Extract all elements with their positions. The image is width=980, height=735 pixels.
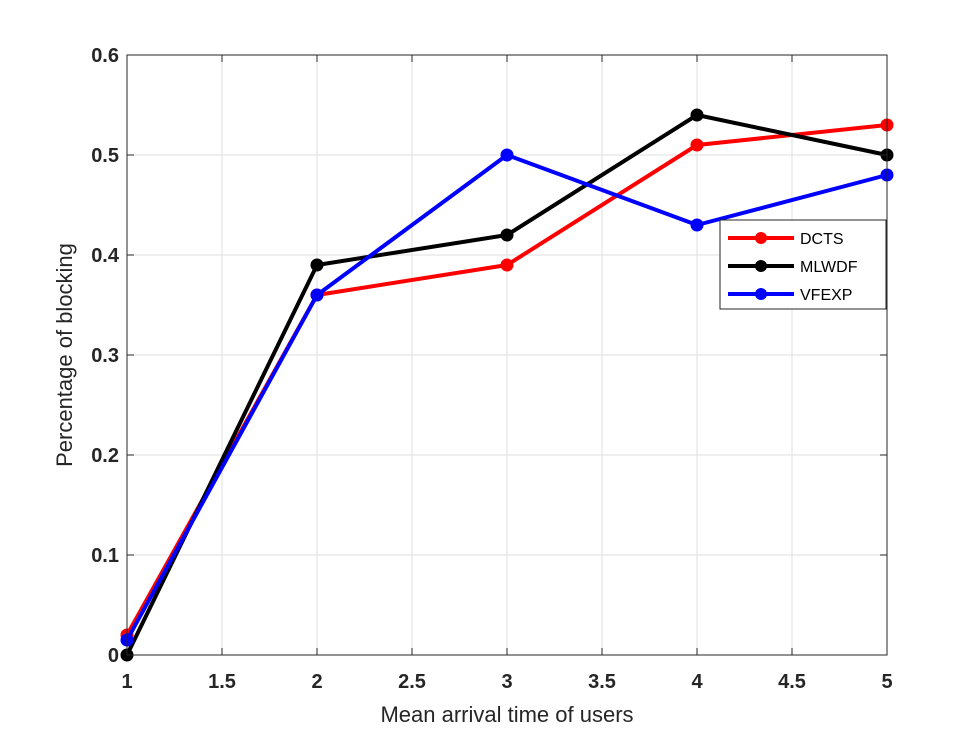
data-point-dcts — [500, 258, 514, 272]
x-tick-label: 4 — [691, 671, 703, 693]
y-tick-label: 0.5 — [91, 145, 119, 167]
legend-marker-vfexp — [755, 288, 767, 300]
y-axis-label: Percentage of blocking — [52, 243, 77, 467]
legend-marker-dcts — [755, 232, 767, 244]
data-point-vfexp — [500, 148, 514, 162]
x-tick-label: 1 — [121, 671, 132, 693]
x-tick-label: 1.5 — [208, 671, 236, 693]
x-tick-label: 2.5 — [398, 671, 426, 693]
legend-label-mlwdf: MLWDF — [800, 259, 858, 276]
y-tick-label: 0.6 — [91, 45, 119, 67]
data-point-vfexp — [690, 218, 704, 232]
y-tick-label: 0.4 — [91, 245, 120, 267]
data-point-vfexp — [310, 288, 324, 302]
data-point-dcts — [690, 138, 704, 152]
data-point-mlwdf — [310, 258, 324, 272]
x-axis-label: Mean arrival time of users — [380, 702, 633, 727]
data-point-mlwdf — [690, 108, 704, 122]
x-tick-label: 5 — [881, 671, 892, 693]
x-tick-label: 3.5 — [588, 671, 616, 693]
legend-marker-mlwdf — [755, 260, 767, 272]
legend-label-dcts: DCTS — [800, 231, 844, 248]
y-tick-label: 0.3 — [91, 345, 119, 367]
x-tick-label: 4.5 — [778, 671, 806, 693]
x-tick-label: 2 — [311, 671, 322, 693]
data-point-mlwdf — [500, 228, 514, 242]
legend-label-vfexp: VFEXP — [800, 287, 852, 304]
y-tick-label: 0.2 — [91, 445, 119, 467]
axis-tick-labels: 1 1.5 2 2.5 3 3.5 4 4.5 5 0 0.1 0.2 0.3 0.4 0.5 0.6 — [91, 45, 892, 693]
y-tick-label: 0 — [108, 645, 119, 667]
y-tick-label: 0.1 — [91, 545, 119, 567]
x-tick-label: 3 — [501, 671, 512, 693]
legend: DCTS MLWDF VFEXP — [719, 219, 887, 310]
